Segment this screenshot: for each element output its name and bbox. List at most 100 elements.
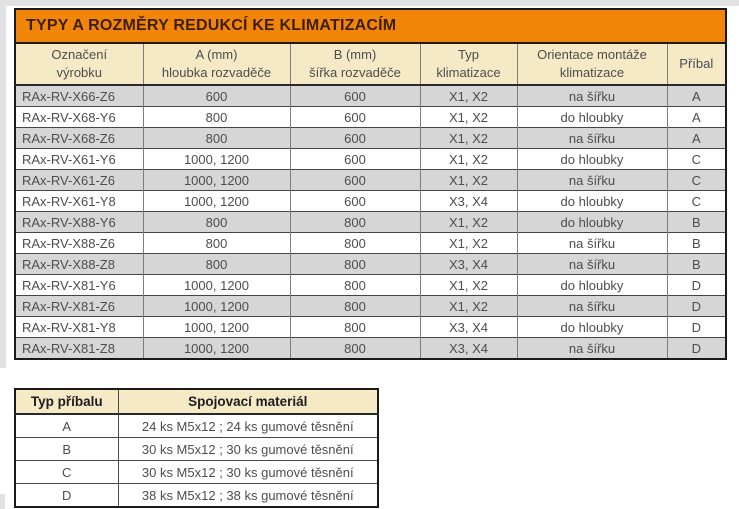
- table-row: RAx-RV-X68-Z6 800 600 X1, X2 na šířku A: [14, 127, 727, 149]
- ac-type-cell: X3, X4: [419, 190, 517, 212]
- table-row: RAx-RV-X61-Y8 1000, 1200 600 X3, X4 do h…: [14, 190, 727, 212]
- width-cell: 600: [289, 106, 420, 128]
- dimensions-table: TYPY A ROZMĚRY REDUKCÍ KE KLIMATIZACÍM O…: [14, 8, 728, 360]
- orientation-cell: na šířku: [516, 127, 667, 149]
- table-row: RAx-RV-X61-Y6 1000, 1200 600 X1, X2 do h…: [14, 148, 727, 170]
- width-cell: 800: [289, 316, 420, 338]
- width-cell: 600: [289, 127, 420, 149]
- ac-type-cell: X1, X2: [419, 148, 517, 170]
- accessory-type-cell: C: [666, 190, 727, 212]
- orientation-cell: do hloubky: [516, 316, 667, 338]
- orientation-cell: na šířku: [516, 84, 667, 107]
- depth-cell: 1000, 1200: [142, 316, 290, 338]
- width-cell: 800: [289, 211, 420, 233]
- table-row: RAx-RV-X81-Z6 1000, 1200 800 X1, X2 na š…: [14, 295, 727, 317]
- table-row: RAx-RV-X61-Z6 1000, 1200 600 X1, X2 na š…: [14, 169, 727, 191]
- page-edge-mark: [0, 494, 5, 509]
- product-code-cell: RAx-RV-X68-Y6: [14, 106, 143, 128]
- accessory-type-cell: A: [14, 413, 118, 438]
- fastening-material-cell: 30 ks M5x12 ; 30 ks gumové těsnění: [117, 437, 378, 461]
- width-cell: 800: [289, 232, 420, 254]
- ac-type-cell: X3, X4: [419, 337, 517, 359]
- orientation-cell: na šířku: [516, 232, 667, 254]
- fastening-material-cell: 38 ks M5x12 ; 38 ks gumové těsnění: [117, 483, 378, 507]
- table-row: RAx-RV-X66-Z6 600 600 X1, X2 na šířku A: [14, 84, 727, 107]
- product-code-cell: RAx-RV-X81-Y8: [14, 316, 143, 338]
- accessory-type-cell: C: [666, 169, 727, 191]
- table-row: B 30 ks M5x12 ; 30 ks gumové těsnění: [14, 437, 378, 461]
- table-row: RAx-RV-X88-Y6 800 800 X1, X2 do hloubky …: [14, 211, 727, 233]
- column-header-width-b: B (mm) šířka rozvaděče: [289, 43, 420, 86]
- table-row: RAx-RV-X81-Y8 1000, 1200 800 X3, X4 do h…: [14, 316, 727, 338]
- table-row: D 38 ks M5x12 ; 38 ks gumové těsnění: [14, 483, 378, 507]
- width-cell: 800: [289, 274, 420, 296]
- accessory-type-cell: A: [666, 84, 727, 107]
- accessory-type-cell: B: [14, 437, 118, 461]
- depth-cell: 1000, 1200: [142, 148, 290, 170]
- accessory-type-cell: B: [666, 232, 727, 254]
- column-header-ac-type: Typ klimatizace: [419, 43, 517, 86]
- accessory-table: Typ příbalu Spojovací materiál A 24 ks M…: [14, 388, 379, 508]
- product-code-cell: RAx-RV-X66-Z6: [14, 84, 143, 107]
- accessory-type-cell: A: [666, 127, 727, 149]
- product-code-cell: RAx-RV-X81-Y6: [14, 274, 143, 296]
- depth-cell: 800: [142, 127, 290, 149]
- fastening-material-cell: 30 ks M5x12 ; 30 ks gumové těsnění: [117, 460, 378, 484]
- width-cell: 800: [289, 337, 420, 359]
- column-header-depth-a: A (mm) hloubka rozvaděče: [142, 43, 290, 86]
- product-code-cell: RAx-RV-X81-Z8: [14, 337, 143, 359]
- accessory-type-cell: A: [666, 106, 727, 128]
- accessory-type-cell: C: [14, 460, 118, 484]
- product-code-cell: RAx-RV-X81-Z6: [14, 295, 143, 317]
- orientation-cell: do hloubky: [516, 211, 667, 233]
- width-cell: 800: [289, 295, 420, 317]
- table-row: RAx-RV-X81-Y6 1000, 1200 800 X1, X2 do h…: [14, 274, 727, 296]
- orientation-cell: do hloubky: [516, 106, 667, 128]
- ac-type-cell: X1, X2: [419, 232, 517, 254]
- width-cell: 600: [289, 148, 420, 170]
- width-cell: 600: [289, 190, 420, 212]
- ac-type-cell: X3, X4: [419, 316, 517, 338]
- product-code-cell: RAx-RV-X61-Z6: [14, 169, 143, 191]
- table-row: RAx-RV-X88-Z6 800 800 X1, X2 na šířku B: [14, 232, 727, 254]
- depth-cell: 800: [142, 106, 290, 128]
- accessory-type-cell: D: [666, 316, 727, 338]
- product-code-cell: RAx-RV-X68-Z6: [14, 127, 143, 149]
- ac-type-cell: X1, X2: [419, 211, 517, 233]
- orientation-cell: na šířku: [516, 295, 667, 317]
- accessory-type-cell: B: [666, 211, 727, 233]
- ac-type-cell: X1, X2: [419, 106, 517, 128]
- table-row: RAx-RV-X68-Y6 800 600 X1, X2 do hloubky …: [14, 106, 727, 128]
- accessory-type-cell: B: [666, 253, 727, 275]
- depth-cell: 800: [142, 253, 290, 275]
- column-header-product-code: Označení výrobku: [14, 43, 143, 86]
- orientation-cell: do hloubky: [516, 148, 667, 170]
- depth-cell: 1000, 1200: [142, 274, 290, 296]
- product-code-cell: RAx-RV-X61-Y6: [14, 148, 143, 170]
- depth-cell: 1000, 1200: [142, 295, 290, 317]
- page-edge-top: [0, 0, 739, 6]
- page-edge-left: [0, 0, 6, 368]
- table-title: TYPY A ROZMĚRY REDUKCÍ KE KLIMATIZACÍM: [15, 9, 727, 44]
- accessory-type-cell: D: [666, 295, 727, 317]
- accessory-type-cell: C: [666, 148, 727, 170]
- column-header-accessory-type: Typ příbalu: [14, 389, 118, 415]
- depth-cell: 800: [142, 232, 290, 254]
- ac-type-cell: X1, X2: [419, 169, 517, 191]
- ac-type-cell: X3, X4: [419, 253, 517, 275]
- depth-cell: 1000, 1200: [142, 169, 290, 191]
- accessory-type-cell: D: [666, 274, 727, 296]
- depth-cell: 800: [142, 211, 290, 233]
- depth-cell: 1000, 1200: [142, 190, 290, 212]
- ac-type-cell: X1, X2: [419, 295, 517, 317]
- table-row: RAx-RV-X81-Z8 1000, 1200 800 X3, X4 na š…: [14, 337, 727, 359]
- ac-type-cell: X1, X2: [419, 274, 517, 296]
- ac-type-cell: X1, X2: [419, 84, 517, 107]
- width-cell: 600: [289, 84, 420, 107]
- depth-cell: 1000, 1200: [142, 337, 290, 359]
- orientation-cell: do hloubky: [516, 190, 667, 212]
- product-code-cell: RAx-RV-X88-Z6: [14, 232, 143, 254]
- width-cell: 600: [289, 169, 420, 191]
- orientation-cell: na šířku: [516, 169, 667, 191]
- table-row: C 30 ks M5x12 ; 30 ks gumové těsnění: [14, 460, 378, 484]
